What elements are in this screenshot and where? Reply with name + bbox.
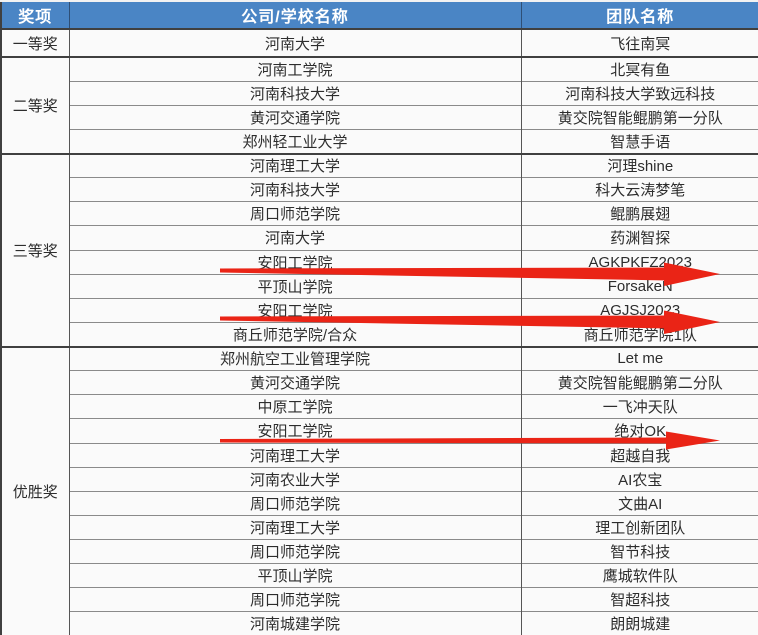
school-cell: 平顶山学院 [68,563,521,588]
results-tbody: 一等奖 河南大学 飞往南冥 二等奖 河南工学院 北冥有鱼 河南科技大学 河南科技大学致远科技黄… [1,28,758,635]
team-cell: AGKPKFZ2023 [520,249,758,275]
team-cell: AI农宝 [520,466,758,492]
team-cell: 北冥有鱼 [520,55,758,82]
table-row: 安阳工学院 绝对OK [1,418,758,443]
column-header-team: 团队名称 [520,0,758,30]
school-cell: 平顶山学院 [68,273,521,299]
team-cell: 文曲AI [520,490,758,516]
team-cell: 理工创新团队 [520,514,758,540]
table-row: 平顶山学院 鹰城软件队 [1,563,758,588]
table-row: 河南大学 药渊智探 [1,225,758,250]
table-row: 河南科技大学 河南科技大学致远科技 [1,80,758,106]
team-cell: 药渊智探 [520,225,758,250]
team-cell: 黄交院智能鲲鹏第一分队 [520,104,758,130]
table-row: 周口师范学院 智超科技 [1,587,758,612]
school-cell: 商丘师范学院/合众 [68,321,521,347]
team-cell: 鲲鹏展翅 [520,201,758,226]
table-row: 黄河交通学院 黄交院智能鲲鹏第二分队 [1,370,758,395]
school-cell: 河南工学院 [68,55,521,82]
award-cell: 三等奖 [1,152,69,347]
school-cell: 河南城建学院 [68,611,521,635]
table-row: 周口师范学院 文曲AI [1,490,758,516]
table-row: 安阳工学院 AGJSJ2023 [1,297,758,323]
school-cell: 安阳工学院 [68,418,521,443]
team-cell: 鹰城软件队 [520,563,758,588]
school-cell: 周口师范学院 [68,538,521,564]
award-cell: 二等奖 [1,56,69,154]
column-header-award: 奖项 [1,0,69,30]
team-cell: 智节科技 [520,538,758,564]
team-cell: 飞往南冥 [520,28,758,57]
table-row: 一等奖 河南大学 飞往南冥 [1,28,758,57]
table-row: 河南理工大学 超越自我 [1,442,758,468]
award-cell: 优胜奖 [1,345,69,635]
school-cell: 河南理工大学 [68,514,521,540]
team-cell: 河理shine [520,152,758,178]
team-cell: 黄交院智能鲲鹏第二分队 [520,370,758,395]
table-header: 奖项 公司/学校名称 团队名称 [1,0,758,30]
team-cell: 绝对OK [520,418,758,443]
team-cell: 一飞冲天队 [520,394,758,419]
school-cell: 安阳工学院 [68,297,521,323]
team-cell: ForsakeN [520,273,758,299]
team-cell: Let me [520,345,758,371]
team-cell: 智超科技 [520,587,758,612]
school-cell: 郑州轻工业大学 [68,128,521,154]
school-cell: 河南科技大学 [68,177,521,202]
table-row: 郑州轻工业大学 智慧手语 [1,128,758,154]
school-cell: 安阳工学院 [68,249,521,275]
column-header-school: 公司/学校名称 [68,0,521,30]
table-row: 周口师范学院 鲲鹏展翅 [1,201,758,226]
school-cell: 郑州航空工业管理学院 [68,345,521,371]
school-cell: 河南大学 [68,225,521,250]
table-row: 优胜奖 郑州航空工业管理学院 Let me [1,345,758,635]
school-cell: 周口师范学院 [68,587,521,612]
table-row: 中原工学院 一飞冲天队 [1,394,758,419]
table-row: 商丘师范学院/合众 商丘师范学院1队 [1,321,758,347]
school-cell: 河南科技大学 [68,80,521,106]
school-cell: 周口师范学院 [68,201,521,226]
team-cell: 河南科技大学致远科技 [520,80,758,106]
team-cell: 商丘师范学院1队 [520,321,758,347]
school-cell: 周口师范学院 [68,490,521,516]
school-cell: 河南农业大学 [68,466,521,492]
table-row: 黄河交通学院 黄交院智能鲲鹏第一分队 [1,104,758,130]
table-row: 二等奖 河南工学院 北冥有鱼 [1,55,758,154]
team-cell: 智慧手语 [520,128,758,154]
table-row: 河南理工大学 理工创新团队 [1,514,758,540]
table-row: 河南农业大学 AI农宝 [1,466,758,492]
school-cell: 黄河交通学院 [68,370,521,395]
team-cell: 朗朗城建 [520,611,758,635]
team-cell: AGJSJ2023 [520,297,758,323]
table-row: 周口师范学院 智节科技 [1,538,758,564]
table-row: 三等奖 河南理工大学 河理shine [1,152,758,347]
school-cell: 河南大学 [68,28,521,57]
school-cell: 河南理工大学 [68,442,521,468]
team-cell: 科大云涛梦笔 [520,177,758,202]
table-row: 安阳工学院 AGKPKFZ2023 [1,249,758,275]
table-row: 平顶山学院 ForsakeN [1,273,758,299]
team-cell: 超越自我 [520,442,758,468]
school-cell: 中原工学院 [68,394,521,419]
award-cell: 一等奖 [1,28,69,57]
header-row: 奖项 公司/学校名称 团队名称 [1,0,758,30]
table-row: 河南科技大学 科大云涛梦笔 [1,177,758,202]
school-cell: 黄河交通学院 [68,104,521,130]
table-row: 河南城建学院 朗朗城建 [1,611,758,635]
school-cell: 河南理工大学 [68,152,521,178]
